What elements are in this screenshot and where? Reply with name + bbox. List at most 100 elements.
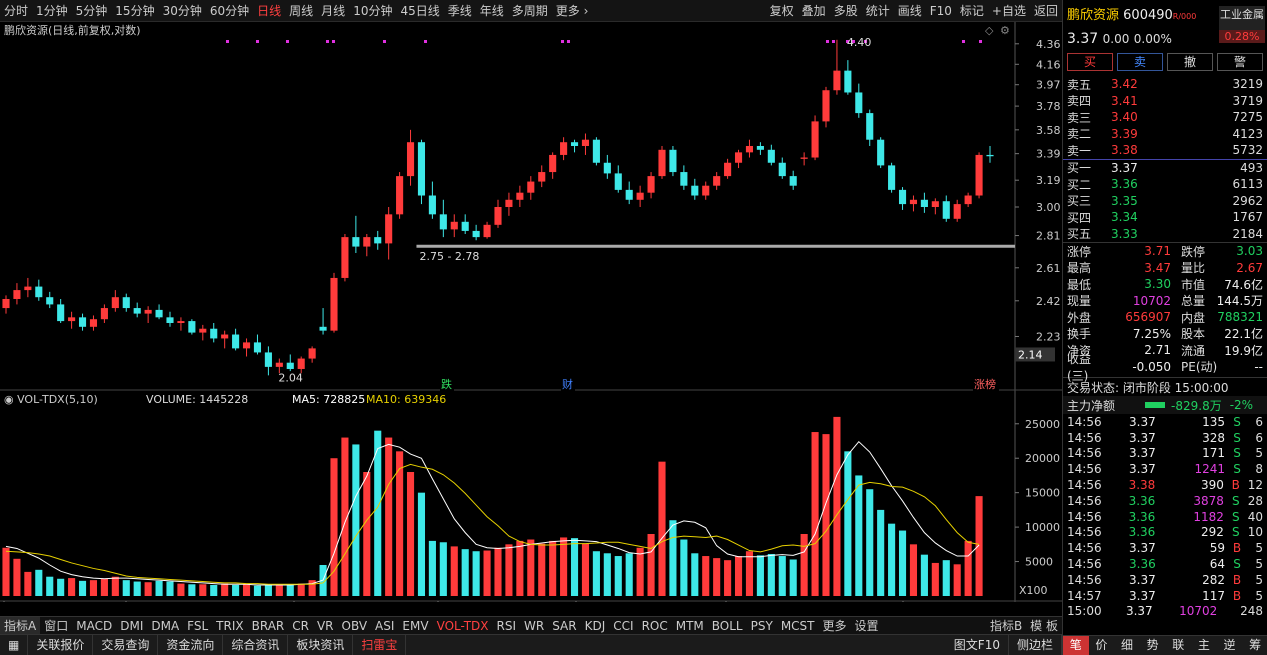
bottom-tab-2[interactable]: 资金流向	[158, 635, 224, 655]
period-tab-8[interactable]: 月线	[321, 3, 346, 18]
bottom-tab-1[interactable]: 交易查询	[93, 635, 159, 655]
candle-body	[111, 297, 119, 309]
tool-button-0[interactable]: 复权	[769, 4, 794, 18]
panel-tab-1[interactable]: 价	[1095, 638, 1108, 652]
vol-unit-label: X100	[1019, 584, 1048, 597]
tool-button-3[interactable]: 统计	[865, 4, 890, 18]
volume-bar	[538, 543, 546, 596]
bottom-right-tab-1[interactable]: 侧边栏	[1009, 635, 1062, 655]
candle-body	[516, 192, 524, 200]
period-tab-14[interactable]: 更多 ›	[555, 3, 589, 18]
period-tab-4[interactable]: 30分钟	[162, 3, 202, 18]
cancel-button[interactable]: 撤	[1167, 53, 1213, 71]
kline-chart[interactable]: 鹏欣资源(日线,前复权,对数) 4.36 4.16 3.97 3.78 3.58 3.39 3…	[0, 22, 1062, 616]
current-price-tag	[1015, 347, 1055, 362]
period-tab-0[interactable]: 分时	[4, 3, 29, 18]
indicator-right-tab-0[interactable]: 指标B	[989, 619, 1023, 633]
candle-body	[330, 277, 338, 331]
period-tab-12[interactable]: 年线	[479, 3, 504, 18]
indicator-tab-8[interactable]: VR	[316, 618, 334, 633]
bottom-tab-0[interactable]: 关联报价	[28, 635, 94, 655]
panel-tab-7[interactable]: 筹	[1249, 638, 1262, 652]
indicator-tab-11[interactable]: EMV	[402, 618, 429, 633]
panel-tab-4[interactable]: 联	[1172, 638, 1185, 652]
bottom-tab-3[interactable]: 综合资讯	[223, 635, 289, 655]
panel-tab-5[interactable]: 主	[1197, 638, 1210, 652]
tick-time: 14:56	[1067, 478, 1102, 493]
indicator-tab-4[interactable]: FSL	[187, 618, 209, 633]
indicator-tab-22[interactable]: MCST	[780, 618, 815, 633]
period-tab-6[interactable]: 日线	[257, 3, 282, 18]
tool-button-8[interactable]: 返回	[1033, 4, 1058, 18]
main-flow-label: 主力净额	[1067, 398, 1116, 413]
indicator-tab-20[interactable]: BOLL	[711, 618, 743, 633]
chart-area[interactable]: 鹏欣资源(日线,前复权,对数) 4.36 4.16 3.97 3.78 3.58 3.39 3…	[0, 22, 1062, 616]
indicator-tab-23[interactable]: 更多	[822, 619, 847, 633]
bottom-tab-5[interactable]: 扫雷宝	[353, 635, 407, 655]
volume-bar	[308, 580, 316, 596]
indicator-tab-14[interactable]: WR	[524, 618, 545, 633]
settings-icon[interactable]: ⚙	[1000, 24, 1010, 37]
indicator-a-tab[interactable]: 指标A	[0, 617, 41, 634]
indicator-tab-17[interactable]: CCI	[613, 618, 634, 633]
period-tab-9[interactable]: 10分钟	[353, 3, 393, 18]
indicator-tab-6[interactable]: BRAR	[251, 618, 285, 633]
indicator-right-tab-1[interactable]: 模 板	[1030, 619, 1058, 633]
stats-row: 最低 3.30 市值 74.6亿	[1063, 276, 1267, 293]
tool-button-2[interactable]: 多股	[833, 4, 858, 18]
period-tab-11[interactable]: 季线	[447, 3, 472, 18]
event-flag[interactable]	[561, 378, 575, 391]
buy-button[interactable]: 买	[1067, 53, 1113, 71]
period-tab-2[interactable]: 5分钟	[75, 3, 108, 18]
indicator-tab-19[interactable]: MTM	[675, 618, 704, 633]
panel-tab-3[interactable]: 势	[1146, 638, 1159, 652]
alert-button[interactable]: 警	[1217, 53, 1263, 71]
diamond-icon[interactable]: ◇	[985, 24, 994, 37]
indicator-tab-18[interactable]: ROC	[641, 618, 668, 633]
indicator-tab-9[interactable]: OBV	[341, 618, 368, 633]
bid-row: 买五 3.33 2184	[1063, 226, 1267, 243]
indicator-tab-7[interactable]: CR	[292, 618, 309, 633]
event-flag[interactable]	[440, 378, 454, 391]
sector-box[interactable]: 工业金属 0.28%	[1219, 6, 1265, 43]
tick-price: 3.37	[1129, 462, 1156, 477]
volume-bar	[778, 556, 786, 596]
price-tick-label: 3.58	[1036, 124, 1061, 137]
panel-tab-6[interactable]: 逆	[1223, 638, 1236, 652]
indicator-tab-21[interactable]: PSY	[750, 618, 773, 633]
indicator-tab-5[interactable]: TRIX	[216, 618, 244, 633]
ask-label: 卖三	[1067, 110, 1092, 125]
tool-button-6[interactable]: 标记	[959, 4, 984, 18]
indicator-tab-10[interactable]: ASI	[375, 618, 395, 633]
period-tab-1[interactable]: 1分钟	[36, 3, 68, 18]
event-flag[interactable]	[973, 378, 999, 391]
sell-button[interactable]: 卖	[1117, 53, 1163, 71]
toolbar-right: 复权 叠加 多股 统计 画线 F10 标记 +自选 返回	[766, 0, 1062, 22]
indicator-tab-1[interactable]: MACD	[76, 618, 113, 633]
indicator-tab-24[interactable]: 设置	[854, 619, 879, 633]
indicator-tab-12[interactable]: VOL-TDX	[436, 618, 489, 633]
bottom-right-tab-0[interactable]: 图文F10	[946, 635, 1009, 655]
indicator-tab-2[interactable]: DMI	[120, 618, 144, 633]
panel-tab-2[interactable]: 细	[1121, 638, 1134, 652]
grid-icon[interactable]: ▦	[0, 635, 29, 655]
indicator-tab-13[interactable]: RSI	[496, 618, 517, 633]
bottom-tab-4[interactable]: 板块资讯	[288, 635, 354, 655]
period-tab-10[interactable]: 45日线	[400, 3, 440, 18]
indicator-tab-3[interactable]: DMA	[151, 618, 180, 633]
vol-tick-label: 20000	[1025, 452, 1060, 465]
tool-button-4[interactable]: 画线	[897, 4, 922, 18]
indicator-tab-15[interactable]: SAR	[552, 618, 577, 633]
candle-body	[144, 309, 152, 314]
period-tab-5[interactable]: 60分钟	[209, 3, 250, 18]
panel-tab-0[interactable]: 笔	[1063, 636, 1089, 655]
indicator-tab-0[interactable]: 窗口	[44, 619, 69, 633]
period-tab-13[interactable]: 多周期	[511, 3, 548, 18]
tool-button-1[interactable]: 叠加	[801, 4, 826, 18]
stats-row: 换手 7.25% 股本 22.1亿	[1063, 326, 1267, 343]
indicator-tab-16[interactable]: KDJ	[584, 618, 606, 633]
period-tab-7[interactable]: 周线	[289, 3, 314, 18]
tool-button-7[interactable]: +自选	[991, 4, 1026, 18]
tool-button-5[interactable]: F10	[929, 4, 952, 18]
period-tab-3[interactable]: 15分钟	[115, 3, 155, 18]
